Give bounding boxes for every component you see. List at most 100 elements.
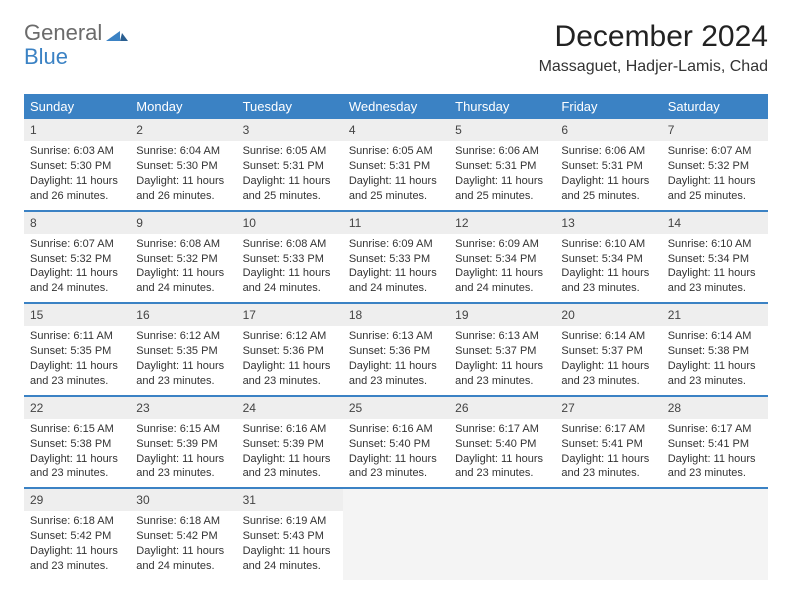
day-body: Sunrise: 6:09 AMSunset: 5:34 PMDaylight:… <box>449 234 555 302</box>
day-body: Sunrise: 6:05 AMSunset: 5:31 PMDaylight:… <box>343 141 449 209</box>
sunset-text: Sunset: 5:42 PM <box>136 529 230 544</box>
sunrise-text: Sunrise: 6:03 AM <box>30 144 124 159</box>
sunrise-text: Sunrise: 6:08 AM <box>243 237 337 252</box>
brand-logo: General <box>24 20 128 46</box>
calendar-day <box>343 489 449 580</box>
day-number: 28 <box>662 397 768 419</box>
day-body: Sunrise: 6:15 AMSunset: 5:39 PMDaylight:… <box>130 419 236 487</box>
brand-name-1: General <box>24 20 102 46</box>
day-number: 14 <box>662 212 768 234</box>
day-body: Sunrise: 6:17 AMSunset: 5:41 PMDaylight:… <box>662 419 768 487</box>
weekday-saturday: Saturday <box>662 94 768 119</box>
logo-icon <box>106 25 128 41</box>
sunset-text: Sunset: 5:33 PM <box>243 252 337 267</box>
sunrise-text: Sunrise: 6:16 AM <box>243 422 337 437</box>
day-number: 22 <box>24 397 130 419</box>
sunset-text: Sunset: 5:42 PM <box>30 529 124 544</box>
sunrise-text: Sunrise: 6:17 AM <box>561 422 655 437</box>
daylight-text: Daylight: 11 hours and 23 minutes. <box>30 452 124 482</box>
calendar-day: 3Sunrise: 6:05 AMSunset: 5:31 PMDaylight… <box>237 119 343 210</box>
day-body: Sunrise: 6:16 AMSunset: 5:39 PMDaylight:… <box>237 419 343 487</box>
sunset-text: Sunset: 5:41 PM <box>668 437 762 452</box>
sunrise-text: Sunrise: 6:05 AM <box>349 144 443 159</box>
sunrise-text: Sunrise: 6:07 AM <box>668 144 762 159</box>
daylight-text: Daylight: 11 hours and 23 minutes. <box>349 452 443 482</box>
day-number: 25 <box>343 397 449 419</box>
day-body: Sunrise: 6:16 AMSunset: 5:40 PMDaylight:… <box>343 419 449 487</box>
calendar-day: 23Sunrise: 6:15 AMSunset: 5:39 PMDayligh… <box>130 397 236 488</box>
calendar-week: 8Sunrise: 6:07 AMSunset: 5:32 PMDaylight… <box>24 212 768 305</box>
sunset-text: Sunset: 5:34 PM <box>455 252 549 267</box>
day-body: Sunrise: 6:18 AMSunset: 5:42 PMDaylight:… <box>130 511 236 579</box>
sunset-text: Sunset: 5:36 PM <box>349 344 443 359</box>
weekday-wednesday: Wednesday <box>343 94 449 119</box>
sunrise-text: Sunrise: 6:13 AM <box>349 329 443 344</box>
calendar-day: 2Sunrise: 6:04 AMSunset: 5:30 PMDaylight… <box>130 119 236 210</box>
day-body: Sunrise: 6:10 AMSunset: 5:34 PMDaylight:… <box>662 234 768 302</box>
daylight-text: Daylight: 11 hours and 23 minutes. <box>561 359 655 389</box>
calendar-week: 22Sunrise: 6:15 AMSunset: 5:38 PMDayligh… <box>24 397 768 490</box>
day-number: 24 <box>237 397 343 419</box>
calendar-day: 15Sunrise: 6:11 AMSunset: 5:35 PMDayligh… <box>24 304 130 395</box>
page-title: December 2024 <box>539 20 768 54</box>
calendar-day: 24Sunrise: 6:16 AMSunset: 5:39 PMDayligh… <box>237 397 343 488</box>
sunset-text: Sunset: 5:32 PM <box>30 252 124 267</box>
sunset-text: Sunset: 5:39 PM <box>243 437 337 452</box>
calendar-day: 25Sunrise: 6:16 AMSunset: 5:40 PMDayligh… <box>343 397 449 488</box>
calendar-day: 27Sunrise: 6:17 AMSunset: 5:41 PMDayligh… <box>555 397 661 488</box>
day-body: Sunrise: 6:17 AMSunset: 5:41 PMDaylight:… <box>555 419 661 487</box>
weekday-header-row: Sunday Monday Tuesday Wednesday Thursday… <box>24 94 768 119</box>
sunset-text: Sunset: 5:40 PM <box>349 437 443 452</box>
calendar-day: 1Sunrise: 6:03 AMSunset: 5:30 PMDaylight… <box>24 119 130 210</box>
daylight-text: Daylight: 11 hours and 23 minutes. <box>243 359 337 389</box>
sunset-text: Sunset: 5:31 PM <box>561 159 655 174</box>
day-body: Sunrise: 6:13 AMSunset: 5:37 PMDaylight:… <box>449 326 555 394</box>
sunrise-text: Sunrise: 6:18 AM <box>136 514 230 529</box>
title-block: December 2024 Massaguet, Hadjer-Lamis, C… <box>539 20 768 76</box>
sunrise-text: Sunrise: 6:09 AM <box>349 237 443 252</box>
sunrise-text: Sunrise: 6:18 AM <box>30 514 124 529</box>
calendar-day: 20Sunrise: 6:14 AMSunset: 5:37 PMDayligh… <box>555 304 661 395</box>
day-number: 12 <box>449 212 555 234</box>
daylight-text: Daylight: 11 hours and 24 minutes. <box>30 266 124 296</box>
calendar-day: 4Sunrise: 6:05 AMSunset: 5:31 PMDaylight… <box>343 119 449 210</box>
calendar-day <box>662 489 768 580</box>
sunrise-text: Sunrise: 6:06 AM <box>561 144 655 159</box>
day-body: Sunrise: 6:18 AMSunset: 5:42 PMDaylight:… <box>24 511 130 579</box>
calendar-week: 15Sunrise: 6:11 AMSunset: 5:35 PMDayligh… <box>24 304 768 397</box>
sunrise-text: Sunrise: 6:08 AM <box>136 237 230 252</box>
calendar-day: 14Sunrise: 6:10 AMSunset: 5:34 PMDayligh… <box>662 212 768 303</box>
day-body: Sunrise: 6:06 AMSunset: 5:31 PMDaylight:… <box>555 141 661 209</box>
daylight-text: Daylight: 11 hours and 23 minutes. <box>136 359 230 389</box>
calendar-day: 30Sunrise: 6:18 AMSunset: 5:42 PMDayligh… <box>130 489 236 580</box>
calendar-day: 8Sunrise: 6:07 AMSunset: 5:32 PMDaylight… <box>24 212 130 303</box>
day-number: 21 <box>662 304 768 326</box>
calendar-day: 18Sunrise: 6:13 AMSunset: 5:36 PMDayligh… <box>343 304 449 395</box>
calendar-day: 29Sunrise: 6:18 AMSunset: 5:42 PMDayligh… <box>24 489 130 580</box>
sunset-text: Sunset: 5:33 PM <box>349 252 443 267</box>
sunset-text: Sunset: 5:31 PM <box>455 159 549 174</box>
sunset-text: Sunset: 5:34 PM <box>668 252 762 267</box>
daylight-text: Daylight: 11 hours and 25 minutes. <box>349 174 443 204</box>
sunrise-text: Sunrise: 6:16 AM <box>349 422 443 437</box>
calendar-day: 28Sunrise: 6:17 AMSunset: 5:41 PMDayligh… <box>662 397 768 488</box>
weeks-container: 1Sunrise: 6:03 AMSunset: 5:30 PMDaylight… <box>24 119 768 580</box>
sunset-text: Sunset: 5:36 PM <box>243 344 337 359</box>
sunrise-text: Sunrise: 6:17 AM <box>455 422 549 437</box>
daylight-text: Daylight: 11 hours and 26 minutes. <box>136 174 230 204</box>
day-body: Sunrise: 6:15 AMSunset: 5:38 PMDaylight:… <box>24 419 130 487</box>
sunrise-text: Sunrise: 6:19 AM <box>243 514 337 529</box>
day-body: Sunrise: 6:08 AMSunset: 5:32 PMDaylight:… <box>130 234 236 302</box>
sunset-text: Sunset: 5:31 PM <box>243 159 337 174</box>
day-body: Sunrise: 6:12 AMSunset: 5:36 PMDaylight:… <box>237 326 343 394</box>
day-body: Sunrise: 6:17 AMSunset: 5:40 PMDaylight:… <box>449 419 555 487</box>
daylight-text: Daylight: 11 hours and 23 minutes. <box>561 266 655 296</box>
day-number: 27 <box>555 397 661 419</box>
day-number: 20 <box>555 304 661 326</box>
day-number: 1 <box>24 119 130 141</box>
sunrise-text: Sunrise: 6:14 AM <box>668 329 762 344</box>
day-body: Sunrise: 6:07 AMSunset: 5:32 PMDaylight:… <box>24 234 130 302</box>
daylight-text: Daylight: 11 hours and 23 minutes. <box>455 359 549 389</box>
day-number: 17 <box>237 304 343 326</box>
calendar: Sunday Monday Tuesday Wednesday Thursday… <box>24 94 768 580</box>
